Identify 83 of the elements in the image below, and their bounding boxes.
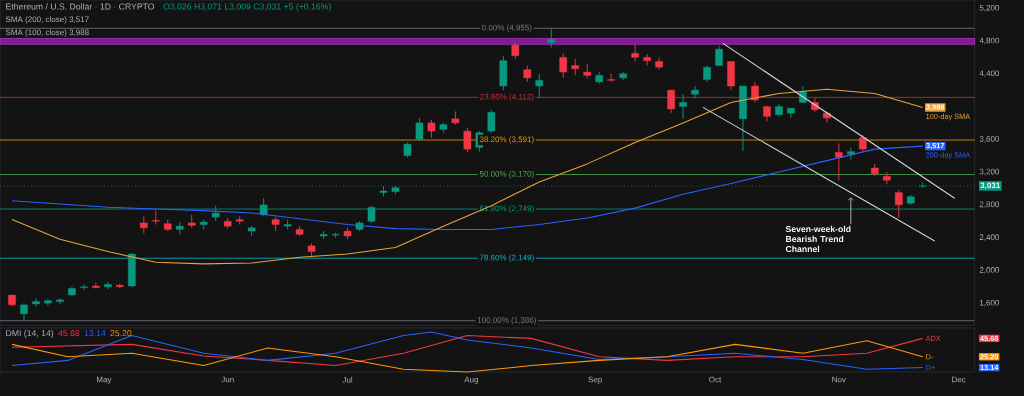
candlestick (223, 217, 232, 230)
y-tick-label: 3,600 (979, 136, 1000, 143)
ref-line-label: 78.60% (2,149) (479, 254, 534, 262)
candlestick (199, 219, 208, 230)
ref-line-label: 50.00% (3,170) (479, 170, 534, 179)
chart-title: DMI (14, 14) (6, 329, 54, 338)
candlestick (163, 219, 172, 232)
y-tick-label: 2,400 (979, 234, 1000, 241)
annotation: SMA (100, close) 3,988 (5, 29, 89, 37)
candlestick (523, 65, 532, 83)
ref-line-label: 23.60% (4,112) (480, 93, 534, 102)
candlestick (882, 171, 891, 185)
annotation: SMA (200, close) 3,517 (5, 16, 89, 24)
candlestick (92, 282, 100, 289)
annotation: 25.20 (110, 330, 132, 337)
chart-subtitle: O3,026 H3,071 L3,009 C3,031 +5 (+0.16%) (163, 3, 331, 12)
ref-line-label: 0.00% (4,955) (482, 24, 532, 32)
candlestick (307, 242, 316, 258)
line-series (11, 88, 924, 265)
candlestick (319, 230, 328, 240)
ref-line-label: 3,031 (980, 182, 1001, 190)
ref-line-label: 100.00% (1,386) (477, 316, 536, 325)
candlestick (859, 134, 867, 153)
candlestick (439, 122, 448, 134)
y-tick-label: 5,200 (979, 4, 1000, 12)
candlestick (403, 142, 412, 158)
x-tick-label: Aug (464, 376, 478, 384)
candlestick (295, 225, 304, 237)
candlestick (187, 214, 196, 229)
y-tick-label: 4,400 (979, 70, 1000, 78)
candlestick (44, 298, 52, 307)
annotation: 13.14 (84, 330, 106, 337)
candlestick (140, 215, 148, 235)
annotation: 45.68 (58, 330, 80, 337)
x-tick-label: Sep (588, 376, 602, 384)
candlestick (894, 189, 903, 219)
candlestick (343, 227, 352, 240)
candlestick (847, 147, 855, 161)
ref-line-label: 38.20% (3,591) (479, 136, 534, 144)
candlestick (691, 85, 699, 99)
x-tick-label: Jun (221, 376, 234, 383)
candlestick (787, 107, 795, 119)
candlestick (175, 221, 184, 235)
chart-title: Ethereum / U.S. Dollar · 1D · CRYPTO (6, 3, 155, 10)
candlestick (463, 127, 472, 153)
y-tick-label: 2,800 (979, 201, 1000, 209)
candlestick (607, 73, 615, 83)
x-tick-label: Nov (832, 376, 846, 383)
candlestick (511, 42, 520, 60)
y-tick-label: 4,800 (979, 37, 1000, 45)
candlestick (583, 63, 591, 80)
candlestick (80, 283, 88, 291)
candlestick (559, 52, 568, 79)
x-tick-label: Jul (342, 376, 353, 383)
x-tick-label: May (96, 376, 112, 384)
candlestick (331, 232, 340, 239)
candlestick (427, 119, 436, 139)
candlestick (595, 71, 603, 85)
x-tick-label: Dec (952, 376, 966, 383)
candlestick (415, 117, 424, 142)
candlestick (68, 286, 76, 298)
annotation: Seven-week-old Bearish Trend Channel (785, 225, 851, 253)
candlestick (271, 216, 280, 232)
y-tick-label: 1,600 (979, 299, 1000, 307)
candlestick (128, 252, 136, 288)
candlestick (871, 163, 879, 177)
y-tick-label: 3,200 (979, 168, 1000, 176)
candlestick (571, 58, 580, 76)
candlestick (655, 56, 663, 71)
candlestick (535, 73, 544, 98)
candlestick (451, 110, 460, 126)
y-tick-label: 2,000 (979, 267, 1000, 274)
candlestick (247, 225, 256, 237)
candlestick (283, 219, 292, 230)
candlestick (547, 27, 556, 48)
x-tick-label: Oct (709, 376, 722, 383)
candlestick (487, 109, 496, 134)
candlestick (56, 297, 64, 305)
candlestick (906, 194, 915, 206)
candlestick (499, 55, 508, 91)
candlestick (32, 297, 40, 307)
candlestick (152, 210, 160, 225)
candlestick (235, 215, 244, 225)
